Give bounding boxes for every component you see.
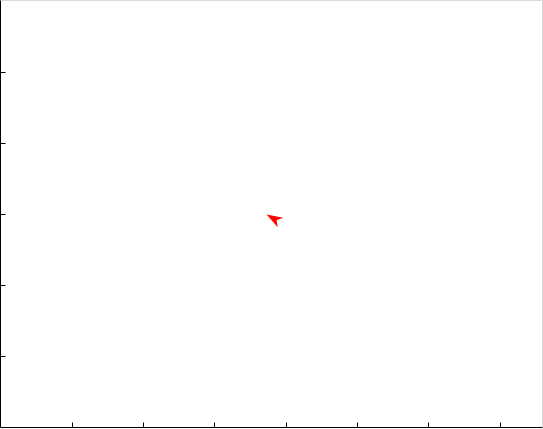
plot-area: [0, 0, 543, 429]
plot-background: [0, 0, 543, 429]
